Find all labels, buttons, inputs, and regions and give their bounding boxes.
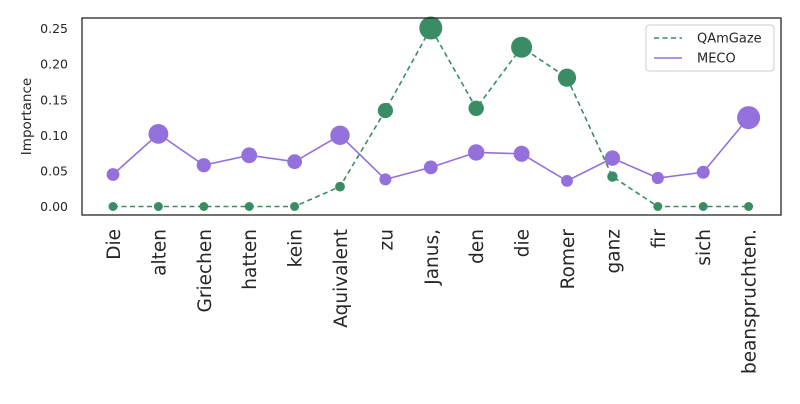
- data-point-qamgaze-10: [557, 68, 577, 87]
- series-layer: [106, 16, 761, 211]
- ytick-label-4: 0.20: [40, 57, 68, 72]
- legend: QAmGaze MECO: [645, 24, 775, 72]
- ytick-label-5: 0.25: [40, 21, 68, 36]
- data-point-meco-12: [651, 171, 664, 185]
- xtick-label-1: alten: [149, 229, 170, 276]
- data-point-qamgaze-12: [653, 202, 663, 211]
- xtick-label-3: hatten: [240, 229, 261, 290]
- data-point-meco-10: [561, 175, 573, 187]
- xtick-label-13: sich: [694, 229, 715, 266]
- ytick-label-0: 0.00: [40, 199, 68, 214]
- xtick-label-0: Die: [104, 229, 125, 260]
- xtick-label-8: den: [467, 229, 488, 264]
- data-point-meco-9: [513, 145, 530, 162]
- xtick-label-11: ganz: [603, 229, 624, 274]
- legend-label-meco: MECO: [697, 52, 736, 67]
- data-point-qamgaze-0: [108, 202, 118, 211]
- ytick-label-2: 0.10: [40, 128, 68, 143]
- xtick-label-9: die: [513, 229, 534, 257]
- data-point-meco-1: [148, 123, 169, 144]
- ytick-label-3: 0.15: [40, 92, 68, 107]
- xtick-label-7: Janus,: [422, 229, 443, 286]
- data-point-qamgaze-5: [335, 181, 345, 192]
- data-point-meco-7: [423, 160, 438, 175]
- xtick-label-4: kein: [286, 229, 307, 267]
- xtick-label-12: fir: [649, 229, 670, 249]
- data-point-qamgaze-11: [607, 171, 618, 182]
- data-point-meco-13: [696, 165, 710, 179]
- legend-label-qamgaze: QAmGaze: [697, 32, 762, 47]
- data-point-qamgaze-14: [744, 202, 754, 211]
- data-point-meco-2: [196, 158, 211, 173]
- data-point-meco-8: [468, 144, 485, 161]
- data-point-meco-6: [379, 173, 392, 186]
- data-point-qamgaze-7: [419, 16, 443, 40]
- xtick-label-6: zu: [376, 229, 397, 250]
- data-point-meco-14: [737, 106, 761, 130]
- data-point-meco-3: [241, 147, 258, 164]
- xtick-label-14: beanspruchten.: [740, 229, 761, 374]
- data-point-qamgaze-3: [244, 202, 254, 211]
- axes-layer: 0.00 0.05 0.10 0.15 0.20 0.25 Importance Die alt…: [19, 17, 782, 374]
- series-line-qamgaze: [113, 26, 749, 208]
- data-point-qamgaze-8: [468, 100, 484, 117]
- data-point-qamgaze-13: [698, 202, 708, 211]
- data-point-qamgaze-2: [199, 202, 209, 211]
- data-point-meco-0: [106, 168, 120, 181]
- legend-box: [645, 24, 775, 72]
- data-point-qamgaze-6: [377, 102, 393, 119]
- data-point-qamgaze-1: [153, 202, 163, 211]
- data-point-qamgaze-9: [511, 36, 533, 58]
- xtick-label-5: Aquivalent: [331, 229, 352, 328]
- data-point-qamgaze-4: [290, 202, 300, 211]
- xtick-label-2: Griechen: [195, 229, 216, 312]
- xtick-label-10: Romer: [558, 229, 579, 290]
- data-point-meco-5: [330, 125, 350, 145]
- data-point-meco-4: [287, 154, 302, 170]
- data-point-meco-11: [604, 150, 621, 166]
- ytick-label-1: 0.05: [40, 163, 68, 178]
- plot-frame: [81, 17, 782, 216]
- y-axis-label: Importance: [19, 78, 35, 155]
